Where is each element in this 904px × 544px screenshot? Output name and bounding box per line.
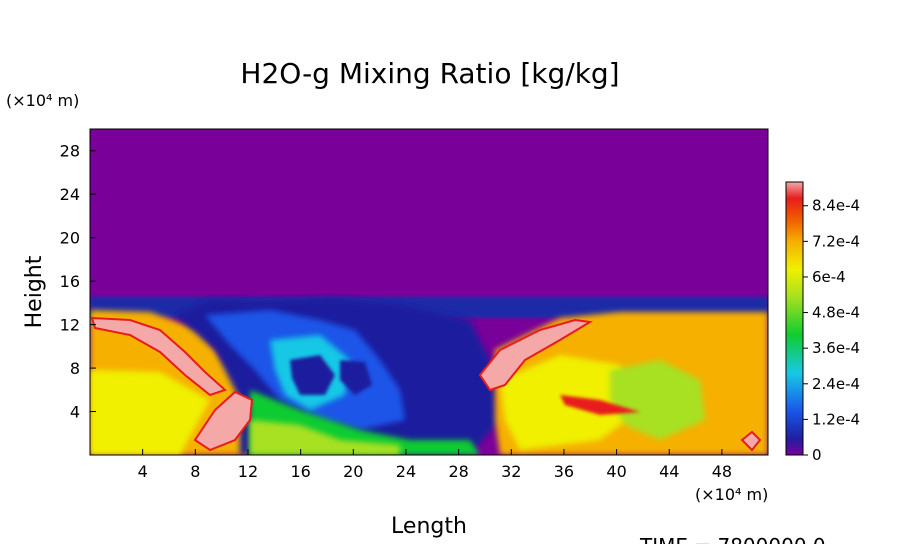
colorbar-tick-label: 2.4e-4 <box>812 375 860 393</box>
bottom-right-pink-dot <box>740 430 762 452</box>
x-tick-label: 40 <box>606 462 626 481</box>
x-axis-unit: (×10⁴ m) <box>695 485 768 504</box>
chart-title: H2O-g Mixing Ratio [kg/kg] <box>240 57 619 90</box>
left-pink-filament <box>90 316 227 397</box>
x-axis-label: Length <box>391 514 467 539</box>
right-red-streak <box>560 395 640 415</box>
y-axis-label: Height <box>22 255 47 328</box>
y-tick-label: 16 <box>60 272 80 291</box>
x-tick-label: 44 <box>659 462 679 481</box>
colorbar-ticks: 0 1.2e-4 2.4e-4 3.6e-4 4.8e-4 6e-4 7.2e-4 8.4e-… <box>803 197 860 464</box>
y-tick-label: 8 <box>70 359 80 378</box>
x-tick-label: 24 <box>396 462 416 481</box>
right-green-eddy <box>610 360 705 440</box>
lower-left-pink-blob <box>193 390 254 452</box>
lower-central-yellow <box>250 420 400 455</box>
colorbar <box>785 181 804 456</box>
x-tick-label: 16 <box>290 462 310 481</box>
y-tick-label: 20 <box>60 229 80 248</box>
y-axis-ticks: 4 8 12 16 20 24 28 <box>60 142 96 422</box>
colorbar-tick-label: 8.4e-4 <box>812 197 860 215</box>
colorbar-tick-label: 3.6e-4 <box>812 339 860 357</box>
x-tick-label: 48 <box>712 462 732 481</box>
x-tick-label: 20 <box>343 462 363 481</box>
plot-frame <box>89 128 769 456</box>
left-yellow-patch <box>90 370 210 455</box>
y-axis-unit: (×10⁴ m) <box>6 91 79 110</box>
colorbar-tick-label: 6e-4 <box>812 268 846 286</box>
colorbar-tick-label: 0 <box>812 446 822 464</box>
x-tick-label: 32 <box>501 462 521 481</box>
colorbar-tick-label: 1.2e-4 <box>812 410 860 428</box>
central-swirl-core <box>290 355 335 395</box>
heatmap-field <box>90 129 768 455</box>
y-tick-label: 28 <box>60 142 80 161</box>
central-swirl-core-2 <box>340 360 372 395</box>
x-tick-label: 28 <box>448 462 468 481</box>
colorbar-tick-label: 7.2e-4 <box>812 232 860 250</box>
right-pink-filament <box>478 318 593 392</box>
time-annotation: TIME = 7800000.0 <box>639 534 826 544</box>
x-tick-label: 8 <box>190 462 200 481</box>
y-tick-label: 4 <box>70 403 80 422</box>
colorbar-tick-label: 4.8e-4 <box>812 304 860 322</box>
x-tick-label: 4 <box>138 462 148 481</box>
x-tick-label: 36 <box>554 462 574 481</box>
x-tick-label: 12 <box>238 462 258 481</box>
y-tick-label: 12 <box>60 316 80 335</box>
y-tick-label: 24 <box>60 185 80 204</box>
x-axis-ticks: 4 8 12 16 20 24 28 32 36 40 44 48 <box>138 449 732 481</box>
